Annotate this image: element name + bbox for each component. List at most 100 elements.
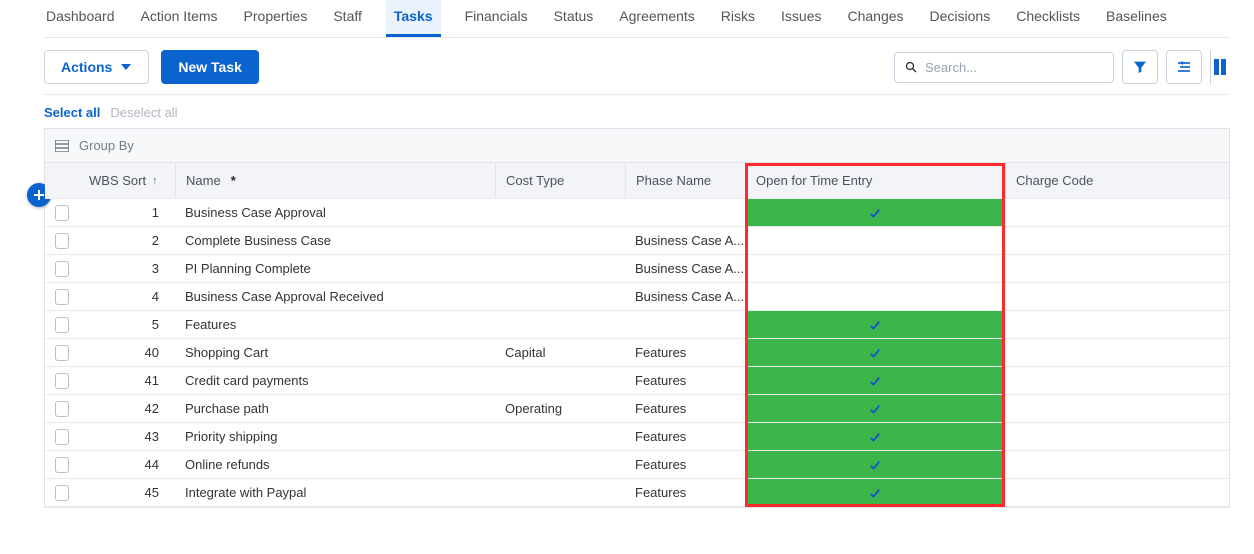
cell-open-for-time-entry[interactable] <box>745 311 1005 338</box>
cell-wbs-sort: 2 <box>79 227 175 254</box>
cell-cost-type: Operating <box>495 395 625 422</box>
cell-cost-type <box>495 311 625 338</box>
tasks-grid: Group By WBS Sort ↑ Name * Cost Type Pha… <box>44 128 1230 508</box>
row-checkbox[interactable] <box>55 233 69 249</box>
sort-asc-icon: ↑ <box>152 175 158 187</box>
tab-checklists[interactable]: Checklists <box>1014 0 1082 37</box>
tab-status[interactable]: Status <box>552 0 596 37</box>
cell-charge-code <box>1005 367 1225 394</box>
cell-wbs-sort: 40 <box>79 339 175 366</box>
cell-cost-type <box>495 479 625 506</box>
table-row[interactable]: 41Credit card paymentsFeatures <box>45 367 1229 395</box>
table-row[interactable]: 44Online refundsFeatures <box>45 451 1229 479</box>
cell-open-for-time-entry[interactable] <box>745 423 1005 450</box>
tab-staff[interactable]: Staff <box>331 0 364 37</box>
search-input-wrap[interactable] <box>894 52 1114 83</box>
tab-agreements[interactable]: Agreements <box>617 0 696 37</box>
search-input[interactable] <box>923 59 1103 76</box>
table-row[interactable]: 3PI Planning CompleteBusiness Case A... <box>45 255 1229 283</box>
cell-open-for-time-entry[interactable] <box>745 199 1005 226</box>
row-checkbox[interactable] <box>55 261 69 277</box>
col-header-cost-type[interactable]: Cost Type <box>495 163 625 198</box>
plus-icon <box>33 189 45 201</box>
cell-cost-type <box>495 227 625 254</box>
cell-name[interactable]: Features <box>175 311 495 338</box>
cell-phase-name: Business Case A... <box>625 255 745 282</box>
row-checkbox[interactable] <box>55 401 69 417</box>
cell-charge-code <box>1005 423 1225 450</box>
col-header-phase-name[interactable]: Phase Name <box>625 163 745 198</box>
cell-charge-code <box>1005 479 1225 506</box>
cell-open-for-time-entry[interactable] <box>745 255 1005 282</box>
cell-name[interactable]: Shopping Cart <box>175 339 495 366</box>
actions-button[interactable]: Actions <box>44 50 149 84</box>
table-row[interactable]: 1Business Case Approval <box>45 199 1229 227</box>
cell-open-for-time-entry[interactable] <box>745 451 1005 478</box>
table-row[interactable]: 45Integrate with PaypalFeatures <box>45 479 1229 507</box>
new-task-button-label: New Task <box>178 59 242 75</box>
row-checkbox[interactable] <box>55 205 69 221</box>
cell-name[interactable]: Business Case Approval <box>175 199 495 226</box>
cell-open-for-time-entry[interactable] <box>745 395 1005 422</box>
cell-open-for-time-entry[interactable] <box>745 227 1005 254</box>
filter-button[interactable] <box>1122 50 1158 84</box>
tab-decisions[interactable]: Decisions <box>928 0 993 37</box>
cell-cost-type <box>495 367 625 394</box>
column-toggle-button[interactable] <box>1210 50 1230 84</box>
tab-dashboard[interactable]: Dashboard <box>44 0 117 37</box>
table-row[interactable]: 40Shopping CartCapitalFeatures <box>45 339 1229 367</box>
row-checkbox[interactable] <box>55 485 69 501</box>
cell-charge-code <box>1005 255 1225 282</box>
cell-name[interactable]: Credit card payments <box>175 367 495 394</box>
row-checkbox[interactable] <box>55 317 69 333</box>
table-row[interactable]: 4Business Case Approval ReceivedBusiness… <box>45 283 1229 311</box>
cell-open-for-time-entry[interactable] <box>745 339 1005 366</box>
cell-name[interactable]: PI Planning Complete <box>175 255 495 282</box>
checkmark-icon <box>868 402 882 416</box>
tabs-bar: Dashboard Action Items Properties Staff Task… <box>44 0 1230 38</box>
table-row[interactable]: 42Purchase pathOperatingFeatures <box>45 395 1229 423</box>
deselect-all-link[interactable]: Deselect all <box>110 105 177 120</box>
group-by-row[interactable]: Group By <box>45 129 1229 163</box>
select-all-link[interactable]: Select all <box>44 105 100 120</box>
col-header-charge-code[interactable]: Charge Code <box>1005 163 1225 198</box>
cell-open-for-time-entry[interactable] <box>745 479 1005 506</box>
table-row[interactable]: 5Features <box>45 311 1229 339</box>
tab-tasks[interactable]: Tasks <box>386 0 441 37</box>
table-row[interactable]: 2Complete Business Case Business Case A..… <box>45 227 1229 255</box>
tab-action-items[interactable]: Action Items <box>139 0 220 37</box>
new-task-button[interactable]: New Task <box>161 50 259 84</box>
cell-phase-name: Business Case A... <box>625 227 745 254</box>
cell-open-for-time-entry[interactable] <box>745 367 1005 394</box>
cell-phase-name: Features <box>625 367 745 394</box>
row-checkbox[interactable] <box>55 373 69 389</box>
cell-name[interactable]: Integrate with Paypal <box>175 479 495 506</box>
settings-button[interactable] <box>1166 50 1202 84</box>
cell-name[interactable]: Priority shipping <box>175 423 495 450</box>
tab-baselines[interactable]: Baselines <box>1104 0 1169 37</box>
cell-name[interactable]: Business Case Approval Received <box>175 283 495 310</box>
cell-name[interactable]: Online refunds <box>175 451 495 478</box>
tab-changes[interactable]: Changes <box>845 0 905 37</box>
row-checkbox[interactable] <box>55 289 69 305</box>
row-checkbox[interactable] <box>55 345 69 361</box>
cell-wbs-sort: 5 <box>79 311 175 338</box>
cell-name[interactable]: Purchase path <box>175 395 495 422</box>
row-checkbox[interactable] <box>55 457 69 473</box>
cell-charge-code <box>1005 339 1225 366</box>
table-row[interactable]: 43Priority shippingFeatures <box>45 423 1229 451</box>
cell-charge-code <box>1005 283 1225 310</box>
columns-icon <box>1214 59 1228 75</box>
cell-name[interactable]: Complete Business Case <box>175 227 495 254</box>
cell-open-for-time-entry[interactable] <box>745 283 1005 310</box>
tab-issues[interactable]: Issues <box>779 0 823 37</box>
col-header-wbs-sort[interactable]: WBS Sort ↑ <box>79 163 175 198</box>
cell-phase-name: Features <box>625 423 745 450</box>
tab-financials[interactable]: Financials <box>463 0 530 37</box>
selection-row: Select all Deselect all <box>44 95 1230 128</box>
tab-risks[interactable]: Risks <box>719 0 757 37</box>
col-header-name[interactable]: Name * <box>175 163 495 198</box>
col-header-open-time-entry[interactable]: Open for Time Entry <box>745 163 1005 198</box>
row-checkbox[interactable] <box>55 429 69 445</box>
tab-properties[interactable]: Properties <box>242 0 310 37</box>
